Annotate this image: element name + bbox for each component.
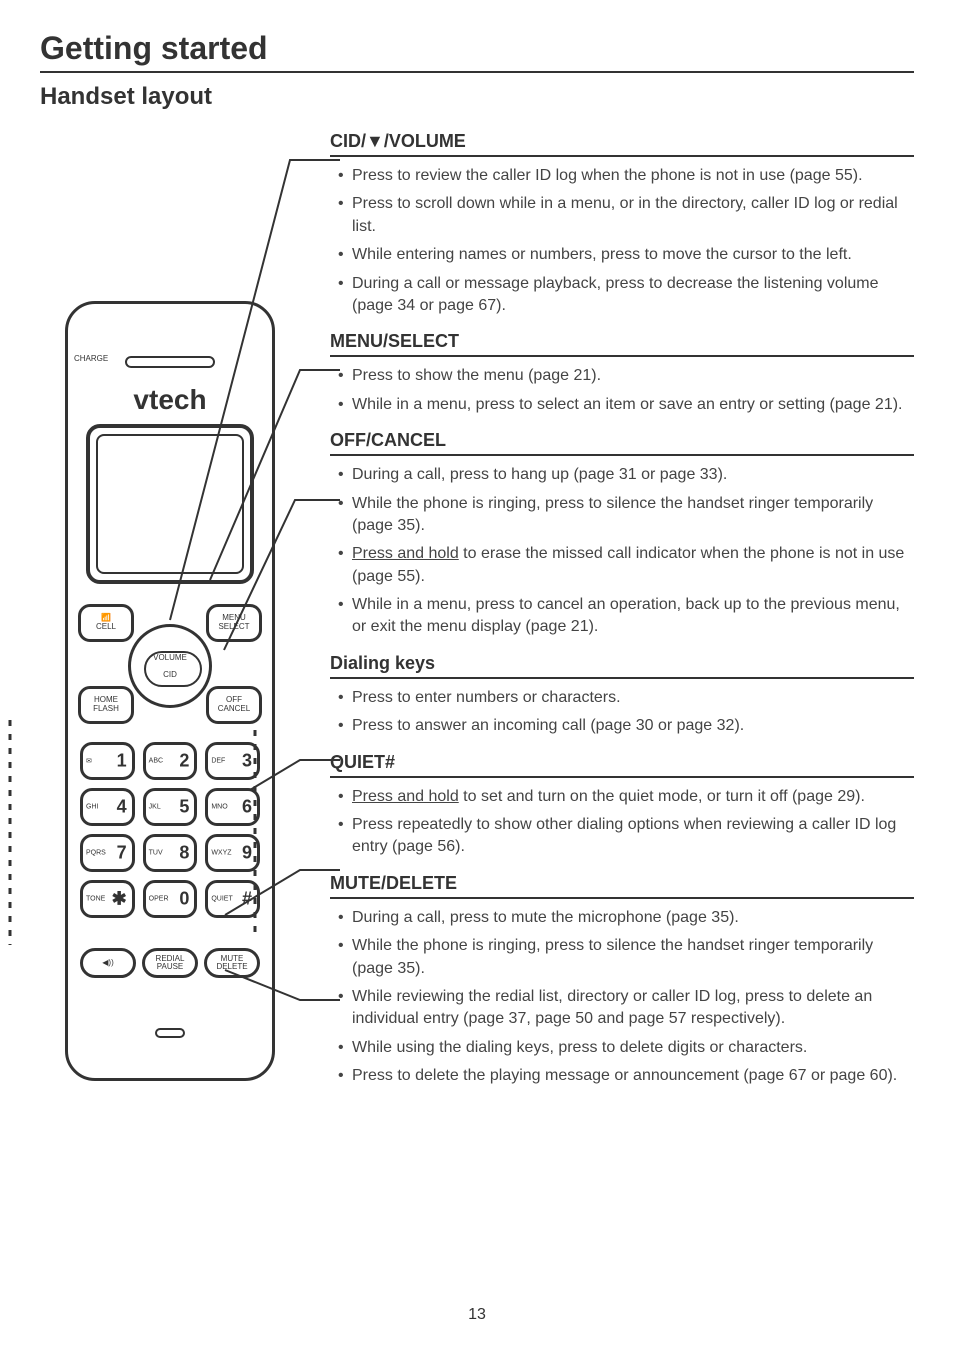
list-item: During a call, press to hang up (page 31… bbox=[338, 464, 914, 486]
softkey-menu-line2: SELECT bbox=[218, 623, 249, 632]
list-item: While the phone is ringing, press to sil… bbox=[338, 493, 914, 538]
key-sub: TONE bbox=[86, 896, 105, 903]
key-6: MNO 6 bbox=[205, 788, 260, 826]
key-sub: QUIET bbox=[211, 896, 232, 903]
softkey-off-line2: CANCEL bbox=[218, 705, 250, 714]
key-sub: JKL bbox=[149, 804, 161, 811]
key-digit: 5 bbox=[179, 797, 189, 818]
section-list: Press and hold to set and turn on the qu… bbox=[330, 786, 914, 859]
key-4: GHI 4 bbox=[80, 788, 135, 826]
key-7: PQRS 7 bbox=[80, 834, 135, 872]
keypad: ✉1ABC2DEF3GHI4JKL5MNO6PQRS7TUV8WXYZ9TONE… bbox=[80, 742, 260, 918]
list-item: While the phone is ringing, press to sil… bbox=[338, 935, 914, 980]
key-0: OPER 0 bbox=[143, 880, 198, 918]
key-sub: ✉ bbox=[86, 757, 92, 765]
softkey-home-line2: FLASH bbox=[93, 705, 119, 714]
nav-cluster: 📶 CELL MENU SELECT HOME FLASH OFF CANCEL bbox=[78, 604, 262, 724]
key-digit: 6 bbox=[242, 797, 252, 818]
text-column: CID/▼/VOLUME Press to review the caller I… bbox=[330, 131, 914, 1094]
key-sub: ABC bbox=[149, 758, 163, 765]
list-item: Press and hold to erase the missed call … bbox=[338, 543, 914, 588]
key-3: DEF 3 bbox=[205, 742, 260, 780]
list-item: Press to review the caller ID log when t… bbox=[338, 165, 914, 187]
section-list: Press to review the caller ID log when t… bbox=[330, 165, 914, 317]
key-sub: GHI bbox=[86, 804, 98, 811]
dpad-cid-label: CID bbox=[163, 670, 177, 679]
bottom-row: ◀)) REDIAL PAUSE MUTE DELETE bbox=[80, 948, 260, 978]
key-sub: WXYZ bbox=[211, 850, 231, 857]
section-heading: CID/▼/VOLUME bbox=[330, 131, 914, 157]
section-heading: OFF/CANCEL bbox=[330, 430, 914, 456]
list-item: Press repeatedly to show other dialing o… bbox=[338, 814, 914, 859]
list-item: Press to scroll down while in a menu, or… bbox=[338, 193, 914, 238]
key-digit: 4 bbox=[117, 797, 127, 818]
key-digit: 3 bbox=[242, 751, 252, 772]
section-list: Press to enter numbers or characters. Pre… bbox=[330, 687, 914, 738]
layout-row: CHARGE vtech 📶 CELL MENU SELECT HOME FLA… bbox=[40, 131, 914, 1094]
key-sub: TUV bbox=[149, 850, 163, 857]
section-list: During a call, press to mute the microph… bbox=[330, 907, 914, 1088]
key-digit: ✱ bbox=[112, 889, 127, 910]
section-heading: QUIET# bbox=[330, 752, 914, 778]
microphone bbox=[155, 1028, 185, 1038]
softkey-home-flash: HOME FLASH bbox=[78, 686, 134, 724]
section-heading: MENU/SELECT bbox=[330, 331, 914, 357]
list-item: Press to answer an incoming call (page 3… bbox=[338, 715, 914, 737]
subtitle: Handset layout bbox=[40, 83, 914, 111]
main-title: Getting started bbox=[40, 30, 914, 73]
key-5: JKL 5 bbox=[143, 788, 198, 826]
mute-delete-button: MUTE DELETE bbox=[204, 948, 260, 978]
key-sub: OPER bbox=[149, 896, 169, 903]
key-digit: 9 bbox=[242, 843, 252, 864]
list-item: While reviewing the redial list, directo… bbox=[338, 986, 914, 1031]
section-list: During a call, press to hang up (page 31… bbox=[330, 464, 914, 639]
list-item: During a call or message playback, press… bbox=[338, 273, 914, 318]
key-digit: 2 bbox=[179, 751, 189, 772]
list-item: Press to show the menu (page 21). bbox=[338, 365, 914, 387]
key-9: WXYZ 9 bbox=[205, 834, 260, 872]
list-item: Press to delete the playing message or a… bbox=[338, 1065, 914, 1087]
list-item: While in a menu, press to cancel an oper… bbox=[338, 594, 914, 639]
phone-column: CHARGE vtech 📶 CELL MENU SELECT HOME FLA… bbox=[40, 131, 300, 1094]
key-digit: 8 bbox=[179, 843, 189, 864]
key-digit: 7 bbox=[117, 843, 127, 864]
key-digit: # bbox=[242, 889, 252, 910]
list-item: While entering names or numbers, press t… bbox=[338, 244, 914, 266]
delete-label: DELETE bbox=[216, 963, 247, 971]
brand-logo: vtech bbox=[68, 384, 272, 416]
section-heading: MUTE/DELETE bbox=[330, 873, 914, 899]
dpad: VOLUME CID bbox=[128, 624, 212, 708]
softkey-menu-select: MENU SELECT bbox=[206, 604, 262, 642]
earpiece bbox=[125, 356, 215, 368]
pause-label: PAUSE bbox=[157, 963, 184, 971]
key-sub: MNO bbox=[211, 804, 227, 811]
softkey-off-cancel: OFF CANCEL bbox=[206, 686, 262, 724]
key-8: TUV 8 bbox=[143, 834, 198, 872]
handset-screen bbox=[86, 424, 254, 584]
list-item: During a call, press to mute the microph… bbox=[338, 907, 914, 929]
speaker-button: ◀)) bbox=[80, 948, 136, 978]
page-number: 13 bbox=[468, 1306, 486, 1324]
list-item: Press and hold to set and turn on the qu… bbox=[338, 786, 914, 808]
dpad-volume-label: VOLUME bbox=[153, 653, 187, 662]
key-1: ✉1 bbox=[80, 742, 135, 780]
list-item: While using the dialing keys, press to d… bbox=[338, 1037, 914, 1059]
section-list: Press to show the menu (page 21). While i… bbox=[330, 365, 914, 416]
key-✱: TONE ✱ bbox=[80, 880, 135, 918]
key-sub: PQRS bbox=[86, 850, 106, 857]
key-sub: DEF bbox=[211, 758, 225, 765]
key-2: ABC 2 bbox=[143, 742, 198, 780]
softkey-cell-label: CELL bbox=[96, 623, 116, 632]
charge-label: CHARGE bbox=[74, 354, 108, 363]
key-digit: 0 bbox=[179, 889, 189, 910]
redial-pause-button: REDIAL PAUSE bbox=[142, 948, 198, 978]
list-item: While in a menu, press to select an item… bbox=[338, 394, 914, 416]
section-heading: Dialing keys bbox=[330, 653, 914, 679]
handset-illustration: CHARGE vtech 📶 CELL MENU SELECT HOME FLA… bbox=[65, 301, 275, 1081]
softkey-cell: 📶 CELL bbox=[78, 604, 134, 642]
list-item: Press to enter numbers or characters. bbox=[338, 687, 914, 709]
key-#: QUIET # bbox=[205, 880, 260, 918]
key-digit: 1 bbox=[117, 751, 127, 772]
